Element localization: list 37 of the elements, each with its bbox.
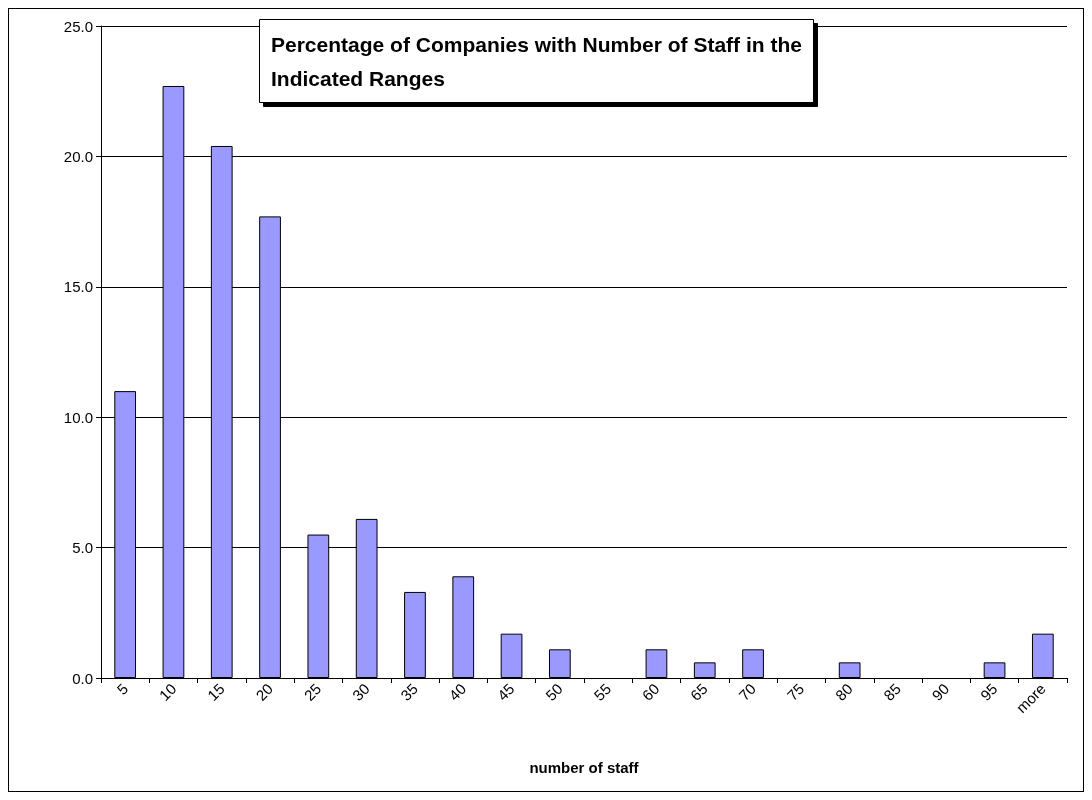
x-tick-label: 50 — [542, 679, 566, 704]
x-tick-label: 25 — [300, 679, 325, 704]
bar — [500, 633, 523, 678]
x-tick-label: 60 — [638, 679, 663, 704]
x-tick-label: 55 — [590, 679, 615, 704]
bar — [645, 649, 668, 678]
x-tick-label: 35 — [397, 679, 421, 704]
bar — [548, 649, 571, 678]
y-tick-label: 25.0 — [63, 17, 93, 35]
x-axis-title: number of staff — [529, 759, 640, 776]
x-tick-label: 80 — [831, 679, 856, 704]
y-tick-label: 15.0 — [63, 278, 93, 296]
bar — [1031, 633, 1054, 678]
x-tick-label: 65 — [686, 679, 711, 704]
bar — [404, 591, 426, 678]
y-tick-label: 0.0 — [72, 669, 93, 687]
x-tick-label: 20 — [252, 679, 277, 704]
x-tick-label: 30 — [348, 679, 373, 704]
bar — [983, 662, 1006, 678]
x-tick-label: 10 — [155, 679, 180, 704]
x-tick-label: 5 — [113, 679, 132, 698]
y-tick-label: 5.0 — [72, 539, 93, 557]
x-tick-label: 95 — [976, 679, 1001, 704]
bar — [452, 576, 475, 678]
x-tick-label: 85 — [880, 679, 904, 704]
x-tick-label: 75 — [783, 679, 808, 704]
bar — [742, 649, 764, 678]
x-tick-label: 40 — [445, 679, 470, 704]
bar — [838, 662, 861, 678]
y-tick-label: 20.0 — [63, 147, 93, 165]
x-tick-label: 70 — [735, 679, 760, 704]
x-tick-label: 15 — [203, 679, 228, 704]
y-tick-label: 10.0 — [63, 408, 93, 426]
bar — [693, 662, 716, 678]
x-tick-label: 45 — [493, 679, 518, 704]
text: Percentage of Companies with Number of Staff in the Indicated Ranges — [271, 32, 802, 90]
x-tick-label: 90 — [928, 679, 953, 704]
